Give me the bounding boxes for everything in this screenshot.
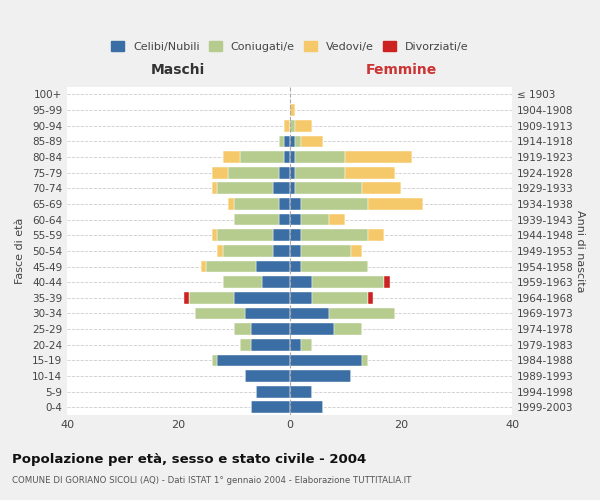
Bar <box>368 292 373 304</box>
Bar <box>206 260 256 272</box>
Bar <box>234 198 278 210</box>
Bar <box>273 245 290 256</box>
Bar <box>245 370 290 382</box>
Bar <box>290 339 301 350</box>
Bar <box>290 167 295 178</box>
Bar <box>256 386 290 398</box>
Y-axis label: Fasce di età: Fasce di età <box>15 218 25 284</box>
Bar <box>290 136 295 147</box>
Bar <box>239 151 284 163</box>
Bar <box>290 245 301 256</box>
Bar <box>190 292 234 304</box>
Bar <box>262 276 290 288</box>
Bar <box>290 386 312 398</box>
Bar <box>273 230 290 241</box>
Bar <box>301 230 368 241</box>
Bar <box>273 182 290 194</box>
Bar <box>346 151 412 163</box>
Bar <box>217 354 290 366</box>
Bar <box>278 136 284 147</box>
Bar <box>223 276 262 288</box>
Bar <box>229 167 278 178</box>
Bar <box>301 198 368 210</box>
Bar <box>239 339 251 350</box>
Bar <box>346 167 395 178</box>
Bar <box>290 308 329 320</box>
Bar <box>229 198 234 210</box>
Bar <box>212 182 217 194</box>
Bar <box>278 198 290 210</box>
Bar <box>217 182 273 194</box>
Bar <box>329 214 346 226</box>
Bar <box>245 308 290 320</box>
Bar <box>234 292 290 304</box>
Text: COMUNE DI GORIANO SICOLI (AQ) - Dati ISTAT 1° gennaio 2004 - Elaborazione TUTTIT: COMUNE DI GORIANO SICOLI (AQ) - Dati IST… <box>12 476 412 485</box>
Bar <box>295 136 301 147</box>
Legend: Celibi/Nubili, Coniugati/e, Vedovi/e, Divorziati/e: Celibi/Nubili, Coniugati/e, Vedovi/e, Di… <box>111 42 469 52</box>
Y-axis label: Anni di nascita: Anni di nascita <box>575 210 585 292</box>
Text: Femmine: Femmine <box>365 63 437 77</box>
Bar <box>234 323 251 335</box>
Bar <box>362 182 401 194</box>
Bar <box>217 230 273 241</box>
Bar <box>295 182 362 194</box>
Bar <box>223 151 239 163</box>
Bar <box>251 402 290 413</box>
Bar <box>223 245 273 256</box>
Bar <box>290 276 312 288</box>
Bar <box>301 136 323 147</box>
Bar <box>195 308 245 320</box>
Bar <box>301 260 368 272</box>
Bar <box>251 323 290 335</box>
Bar <box>256 260 290 272</box>
Bar <box>217 245 223 256</box>
Bar <box>362 354 368 366</box>
Bar <box>295 151 346 163</box>
Bar <box>290 104 295 116</box>
Bar <box>301 245 351 256</box>
Bar <box>290 292 312 304</box>
Bar <box>284 120 290 132</box>
Bar <box>290 214 301 226</box>
Bar <box>290 120 295 132</box>
Bar <box>212 354 217 366</box>
Bar <box>334 323 362 335</box>
Bar <box>184 292 190 304</box>
Bar <box>301 339 312 350</box>
Bar <box>251 339 290 350</box>
Bar <box>301 214 329 226</box>
Bar <box>200 260 206 272</box>
Bar <box>278 167 290 178</box>
Bar <box>290 198 301 210</box>
Text: Popolazione per età, sesso e stato civile - 2004: Popolazione per età, sesso e stato civil… <box>12 452 366 466</box>
Bar <box>368 230 384 241</box>
Bar <box>290 370 351 382</box>
Bar <box>329 308 395 320</box>
Bar <box>351 245 362 256</box>
Bar <box>290 323 334 335</box>
Bar <box>290 402 323 413</box>
Bar <box>384 276 390 288</box>
Bar <box>284 136 290 147</box>
Bar <box>278 214 290 226</box>
Bar <box>368 198 423 210</box>
Bar <box>212 230 217 241</box>
Bar <box>290 260 301 272</box>
Bar <box>284 151 290 163</box>
Bar <box>290 151 295 163</box>
Bar <box>295 167 346 178</box>
Bar <box>290 182 295 194</box>
Bar <box>290 354 362 366</box>
Bar <box>234 214 278 226</box>
Bar <box>312 292 368 304</box>
Text: Maschi: Maschi <box>151 63 205 77</box>
Bar <box>312 276 384 288</box>
Bar <box>212 167 229 178</box>
Bar <box>295 120 312 132</box>
Bar <box>290 230 301 241</box>
